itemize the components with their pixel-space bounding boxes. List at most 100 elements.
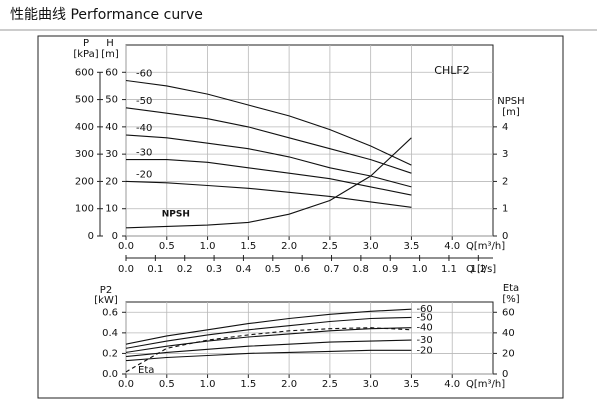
series-label: -30 [416,335,432,346]
x2-tick-label: 0.1 [147,264,163,275]
series-label: -40 [416,323,432,334]
curve [125,339,412,358]
y2-axis-unit: [%] [502,294,519,305]
series-label: NPSH [162,210,190,220]
annotation: CHLF2 [434,64,469,77]
x-tick-label: 1.0 [200,379,216,390]
curve [125,327,412,353]
x-tick-label: 3.0 [363,241,379,252]
y2-tick-label: 0 [502,231,508,242]
y3-tick-label: 0 [88,231,94,242]
y-axis-unit: [kW] [94,295,118,306]
curve [125,308,412,345]
series-label: -40 [136,123,152,134]
y-tick-label: 20 [105,176,118,187]
x2-tick-label: 0.3 [206,264,222,275]
y-axis-label: P2 [100,285,112,296]
curve [125,316,412,349]
series-label: Eta [138,365,154,376]
series-label: -20 [416,345,432,356]
x2-tick-label: 0.2 [177,264,193,275]
page-title: 性能曲线 Performance curve [10,7,203,23]
x2-tick-label: 0.6 [294,264,310,275]
x2-tick-label: 1.1 [441,264,457,275]
x2-tick-label: 0.7 [324,264,340,275]
y-tick-label: 0.6 [102,307,118,318]
x-tick-label: 0.5 [159,241,175,252]
x2-tick-label: 0.4 [235,264,251,275]
x-tick-label: 2.0 [281,379,297,390]
y2-tick-label: 3 [502,149,508,160]
x2-tick-label: 0.5 [265,264,281,275]
curve [125,180,412,208]
curve [125,79,412,166]
curve [126,159,412,196]
x-tick-label: 0.0 [118,379,134,390]
x-tick-label: 2.5 [322,379,338,390]
x-axis-label: Q[m³/h] [466,241,505,252]
y2-axis-label: Eta [503,283,519,294]
series-label: -50 [416,312,432,323]
y3-tick-label: 100 [75,204,94,215]
x-tick-label: 4.0 [444,241,460,252]
frame [37,35,564,399]
y-axis-unit: [m] [101,49,119,60]
y3-tick-label: 200 [75,176,94,187]
y2-tick-label: 60 [502,307,515,318]
plot-area [125,301,494,375]
y2-tick-label: 40 [502,328,515,339]
x2-tick-label: 1.0 [412,264,428,275]
curve [125,134,412,188]
y3-tick-label: 400 [75,122,94,133]
series-label: -50 [136,96,152,107]
y2-tick-label: 2 [502,176,508,187]
y3-axis-label: P [83,38,89,49]
x-tick-label: 1.5 [240,379,256,390]
x-tick-label: 2.0 [281,241,297,252]
series-label: -60 [416,304,432,315]
y3-tick-label: 300 [75,149,94,160]
series-label: -20 [136,169,152,180]
x-tick-label: 2.5 [322,241,338,252]
y2-tick-label: 0 [502,369,508,380]
x2-tick-label: 1.2 [470,264,486,275]
x-tick-label: 3.5 [403,379,419,390]
y-tick-label: 30 [105,149,118,160]
x2-axis-label: Q [l/s] [466,264,496,275]
curve [125,349,412,362]
x-tick-label: 0.0 [118,241,134,252]
x-tick-label: 4.0 [444,379,460,390]
y2-tick-label: 20 [502,348,515,359]
y-tick-label: 60 [105,67,118,78]
x2-tick-label: 0.9 [382,264,398,275]
x-tick-label: 1.5 [240,241,256,252]
y-tick-label: 0.0 [102,369,118,380]
y-tick-label: 10 [105,204,118,215]
x2-tick-label: 0.8 [353,264,369,275]
curve [125,327,412,373]
y-tick-label: 0 [112,231,118,242]
y-tick-label: 0.2 [102,348,118,359]
y-tick-label: 50 [105,95,118,106]
y2-tick-label: 4 [502,122,508,133]
x-tick-label: 3.0 [363,379,379,390]
series-label: -60 [136,68,152,79]
y2-axis-label: NPSH [497,96,524,107]
x-tick-label: 3.5 [403,241,419,252]
series-label: -30 [136,148,152,159]
curve [125,107,412,174]
y2-tick-label: 1 [502,204,508,215]
y2-axis-unit: [m] [502,107,520,118]
y-tick-label: 0.4 [102,328,118,339]
curve [125,137,412,229]
y-tick-label: 40 [105,122,118,133]
y3-tick-label: 600 [75,67,94,78]
x-axis-label: Q[m³/h] [466,379,505,390]
x-tick-label: 0.5 [159,379,175,390]
y3-tick-label: 500 [75,95,94,106]
x-tick-label: 1.0 [200,241,216,252]
x2-tick-label: 0.0 [118,264,134,275]
y3-axis-unit: [kPa] [73,49,98,60]
